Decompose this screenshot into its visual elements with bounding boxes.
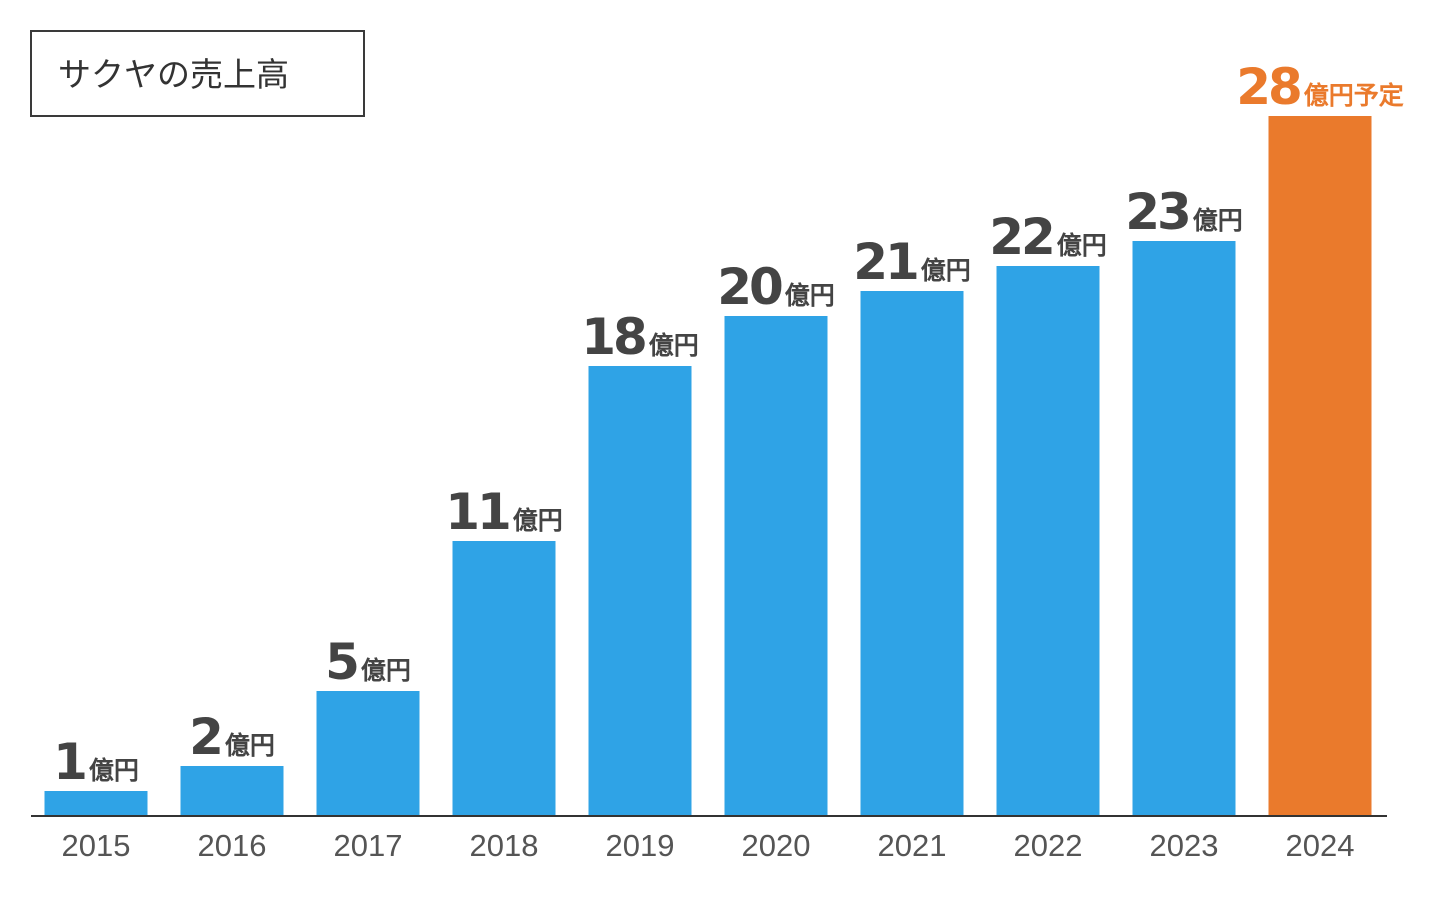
data-label-2015: 1 億円	[53, 733, 139, 791]
bar-2019	[588, 366, 692, 816]
data-label-value: 18	[581, 308, 645, 366]
title-text: サクヤの売上高	[58, 55, 289, 94]
x-tick-2019: 2019	[606, 828, 675, 863]
data-label-unit: 億円	[225, 731, 275, 760]
data-label-2024: 28 億円予定	[1236, 58, 1404, 116]
bars-group	[44, 116, 1372, 816]
title-box	[30, 30, 365, 117]
data-label-2022: 22 億円	[989, 208, 1107, 266]
data-label-unit: 億円	[89, 756, 139, 785]
bar-2024	[1268, 116, 1372, 816]
bar-2015	[44, 791, 148, 816]
data-label-2017: 5 億円	[325, 633, 411, 691]
data-label-unit: 億円	[785, 281, 835, 310]
data-label-value: 1	[53, 733, 85, 791]
data-label-2020: 20 億円	[717, 258, 835, 316]
x-tick-2017: 2017	[334, 828, 403, 863]
bar-2021	[860, 291, 964, 816]
bar-2022	[996, 266, 1100, 816]
bar-2017	[316, 691, 420, 816]
data-label-2021: 21 億円	[853, 233, 971, 291]
x-tick-2024: 2024	[1286, 828, 1355, 863]
data-label-value: 21	[853, 233, 917, 291]
x-tick-labels-group: 2015 2016 2017 2018 2019 2020 2021 2022 2023 2024	[62, 828, 1355, 863]
data-label-unit: 億円	[649, 331, 699, 360]
bar-2016	[180, 766, 284, 816]
data-label-value: 22	[989, 208, 1053, 266]
x-tick-2021: 2021	[878, 828, 947, 863]
bar-2023	[1132, 241, 1236, 816]
x-tick-2023: 2023	[1150, 828, 1219, 863]
bar-2018	[452, 541, 556, 816]
x-tick-2016: 2016	[198, 828, 267, 863]
data-label-value: 2	[189, 708, 221, 766]
data-label-unit: 億円	[1057, 231, 1107, 260]
data-label-value: 23	[1125, 183, 1189, 241]
x-tick-2022: 2022	[1014, 828, 1083, 863]
data-label-value: 5	[325, 633, 357, 691]
data-label-2016: 2 億円	[189, 708, 275, 766]
data-label-unit: 億円	[921, 256, 971, 285]
data-label-value: 28	[1236, 58, 1300, 116]
data-label-2018: 11 億円	[445, 483, 563, 541]
data-label-2019: 18 億円	[581, 308, 699, 366]
x-tick-2018: 2018	[470, 828, 539, 863]
x-tick-2015: 2015	[62, 828, 131, 863]
data-label-value: 11	[445, 483, 509, 541]
data-label-unit: 億円	[1193, 206, 1243, 235]
data-label-2023: 23 億円	[1125, 183, 1243, 241]
data-label-unit: 億円	[513, 506, 563, 535]
x-tick-2020: 2020	[742, 828, 811, 863]
bar-2020	[724, 316, 828, 816]
data-label-value: 20	[717, 258, 782, 316]
chart-title: サクヤの売上高	[30, 30, 365, 117]
data-label-unit: 億円	[361, 656, 411, 685]
data-label-unit: 億円予定	[1304, 81, 1404, 110]
